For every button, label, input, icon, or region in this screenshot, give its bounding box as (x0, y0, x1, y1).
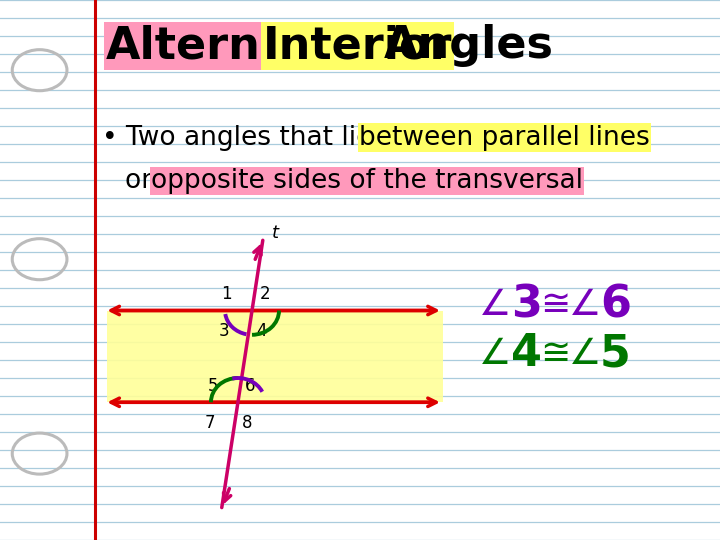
Text: 4: 4 (256, 322, 267, 340)
Text: ≅: ≅ (540, 288, 570, 322)
Text: ∠: ∠ (479, 337, 511, 370)
Bar (107, 310, 443, 402)
Text: on: on (125, 168, 166, 194)
Text: 3: 3 (511, 284, 542, 327)
Text: ∠: ∠ (569, 288, 601, 322)
Text: ∠: ∠ (479, 288, 511, 322)
Text: 6: 6 (600, 284, 631, 327)
Text: 3: 3 (218, 322, 229, 340)
Text: 5: 5 (207, 377, 218, 395)
Text: Angles: Angles (384, 24, 554, 68)
Text: • Two angles that lie: • Two angles that lie (102, 125, 381, 151)
Text: ≅: ≅ (540, 337, 570, 370)
Text: ∠: ∠ (569, 337, 601, 370)
Text: 2: 2 (259, 285, 270, 303)
Text: t: t (271, 224, 279, 241)
Text: between parallel lines: between parallel lines (359, 125, 650, 151)
Text: 7: 7 (204, 414, 215, 432)
Text: 1: 1 (221, 285, 232, 303)
Text: Interior: Interior (263, 24, 452, 68)
Text: opposite sides of the transversal: opposite sides of the transversal (151, 168, 583, 194)
Text: 6: 6 (246, 377, 256, 395)
Text: Alternate: Alternate (106, 24, 342, 68)
Text: 4: 4 (511, 332, 542, 375)
Text: 8: 8 (242, 414, 253, 432)
Text: 5: 5 (600, 332, 631, 375)
